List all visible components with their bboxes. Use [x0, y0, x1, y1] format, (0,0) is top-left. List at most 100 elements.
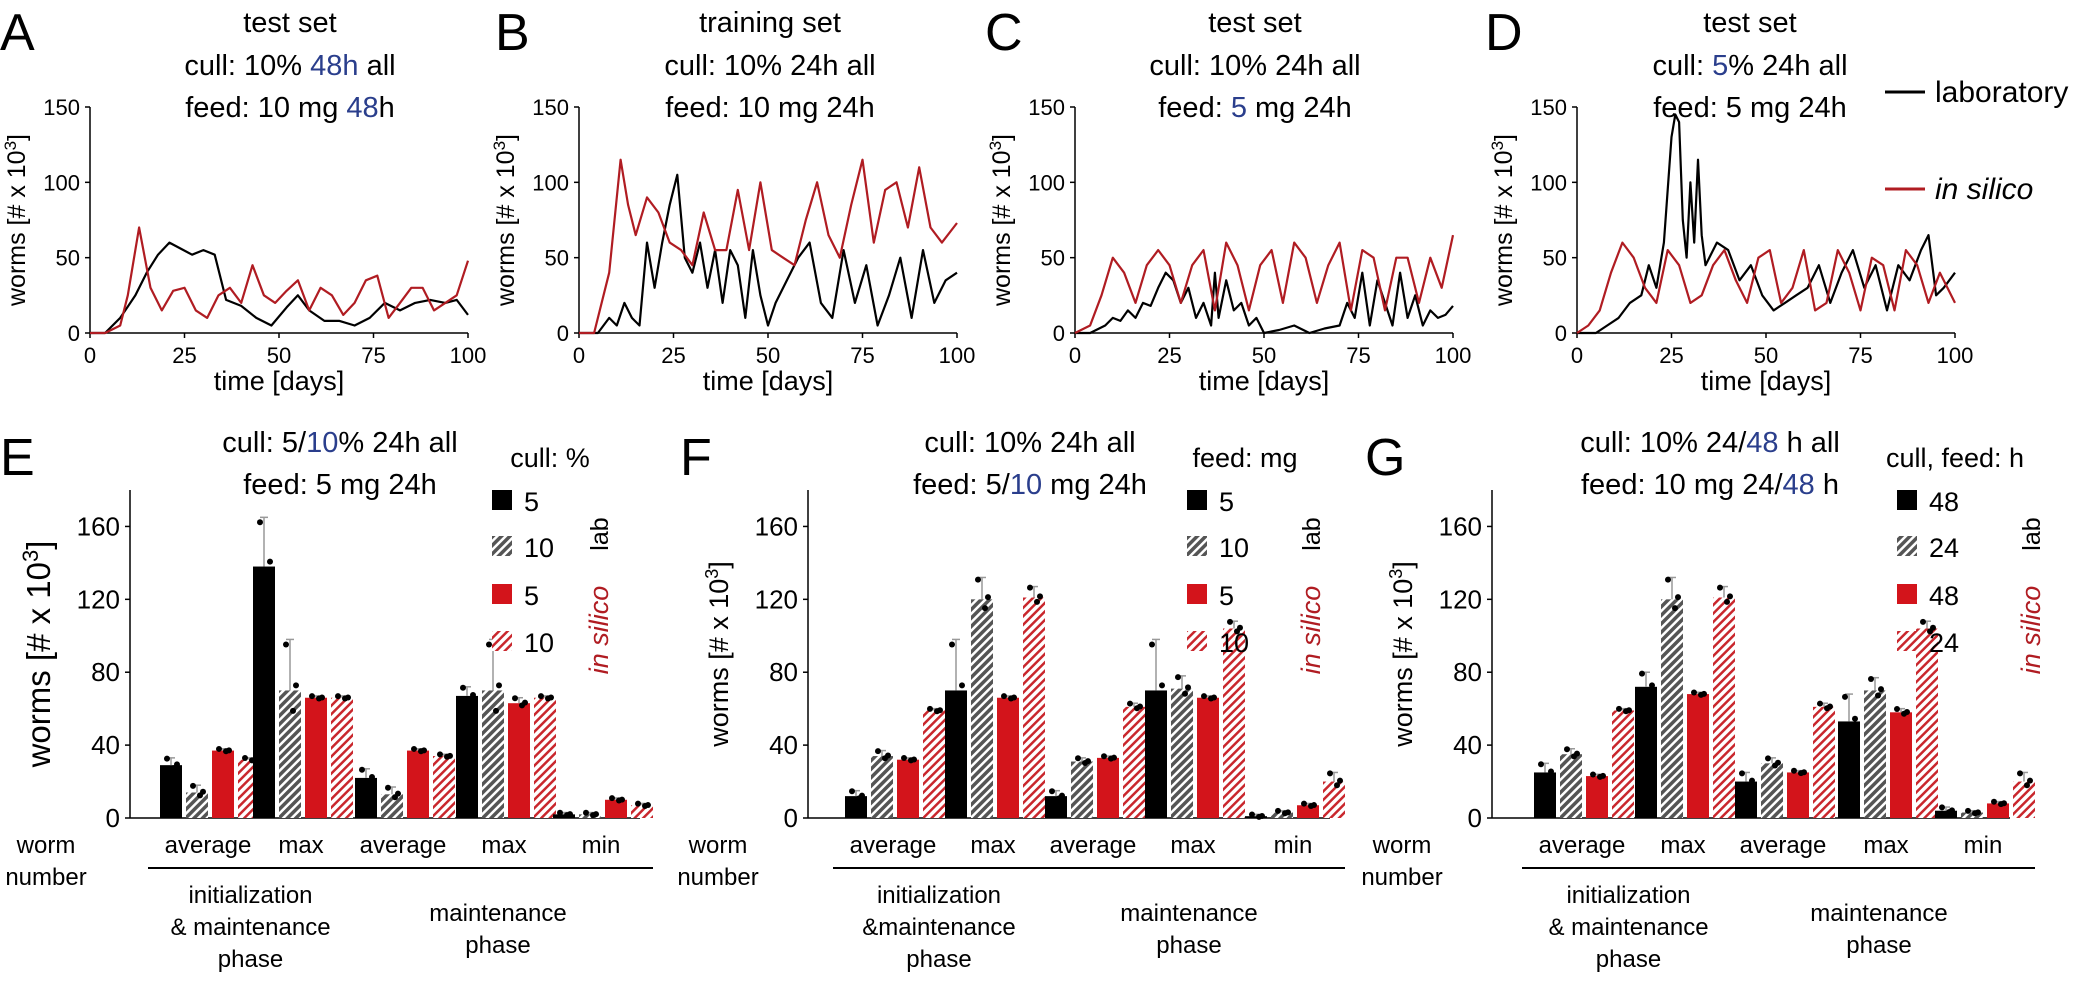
data-point [849, 788, 855, 795]
data-point [1149, 641, 1155, 648]
phase-label: & maintenance [170, 914, 330, 941]
bar [253, 566, 275, 818]
bar [1661, 599, 1683, 818]
data-point [1285, 809, 1291, 816]
bar [1297, 805, 1319, 818]
text-run: worms [# x 10 [20, 562, 57, 768]
lab-tag: lab [586, 517, 614, 550]
y-tick-label: 160 [755, 511, 798, 541]
data-point [1049, 788, 1055, 795]
data-point [1746, 782, 1752, 789]
panel-letter-f: F [680, 429, 712, 487]
data-point [982, 605, 988, 612]
worm-number-label: number [677, 864, 758, 891]
bar [1890, 712, 1912, 818]
data-point [645, 802, 651, 809]
y-tick-label: 50 [545, 246, 569, 271]
text-run: ] [988, 134, 1016, 141]
text-run: feed: 10 mg [185, 92, 346, 124]
text-run: 3 [1386, 569, 1406, 579]
data-point [1001, 693, 1007, 700]
data-point [1849, 729, 1855, 736]
condition-cull: cull: 10% 48h all [184, 50, 395, 82]
x-tick-label: 0 [84, 343, 96, 368]
text-run: % 24h all [338, 427, 457, 459]
text-run: worms [# x 10 [988, 150, 1016, 307]
worm-number-label: number [1361, 864, 1442, 891]
data-point [216, 745, 222, 752]
data-point [1059, 792, 1065, 799]
text-run: 10 [306, 427, 338, 459]
panel-letter-c: C [985, 4, 1023, 62]
panel-letter-b: B [495, 4, 530, 62]
text-run: 48 [1783, 469, 1815, 501]
x-tick-label: 100 [1937, 343, 1974, 368]
bar [1935, 810, 1957, 818]
data-point [567, 811, 573, 818]
x-tick-label: 75 [850, 343, 874, 368]
condition-feed: feed: 10 mg 24h [665, 92, 875, 124]
data-point [1548, 768, 1554, 775]
bar [186, 792, 208, 818]
bar [355, 777, 377, 818]
legend-swatch [1897, 536, 1917, 556]
data-point [359, 766, 365, 773]
bar [923, 710, 945, 818]
bar [1864, 690, 1886, 818]
data-point [583, 809, 589, 816]
data-point [486, 641, 492, 648]
data-point [1904, 708, 1910, 715]
y-axis-label: worms [# x 103] [1, 134, 32, 307]
lab-series-line [579, 173, 958, 335]
data-point [369, 774, 375, 780]
data-point [1975, 809, 1981, 816]
y-tick-label: 0 [784, 803, 798, 833]
legend-label: 10 [524, 533, 554, 563]
data-point [1894, 706, 1900, 713]
legend-swatch [1897, 584, 1917, 604]
category-label: average [1539, 832, 1626, 859]
condition-cull: cull: 10% 24h all [664, 50, 875, 82]
x-axis-label: time [days] [1701, 366, 1832, 396]
data-point [548, 694, 554, 701]
y-tick-label: 150 [43, 95, 80, 120]
data-point [901, 755, 907, 762]
condition-cull: cull: 10% 24h all [1149, 50, 1360, 82]
bar [212, 750, 234, 818]
data-point [2024, 782, 2030, 789]
data-point [975, 576, 981, 583]
data-point [164, 755, 170, 762]
data-point [1616, 705, 1622, 712]
data-point [447, 752, 453, 759]
bar [534, 697, 556, 818]
data-point [1939, 804, 1945, 811]
bar [2013, 781, 2035, 818]
data-point [1311, 802, 1317, 809]
phase-label: initialization [877, 882, 1001, 909]
x-tick-label: 75 [361, 343, 385, 368]
data-point [1875, 692, 1881, 699]
text-run: cull: 10% 24/ [1580, 427, 1747, 459]
sim-series-line [90, 226, 470, 335]
y-tick-label: 40 [1453, 730, 1482, 760]
data-point [385, 784, 391, 791]
data-point [1545, 773, 1551, 780]
text-run: all [359, 50, 396, 82]
data-point [1127, 700, 1133, 707]
data-point [1259, 812, 1265, 819]
text-run: 3 [986, 141, 1005, 150]
x-axis-label: time [days] [703, 366, 834, 396]
panel-subtitle: test set [1208, 7, 1302, 39]
data-point [1639, 670, 1645, 677]
legend-label: 5 [524, 487, 539, 517]
x-tick-label: 100 [1435, 343, 1472, 368]
text-run: feed: 5 mg 24h [243, 469, 436, 501]
bar [508, 703, 530, 818]
bar [305, 697, 327, 818]
x-axis-label: time [days] [214, 366, 345, 396]
legend-label: 5 [1219, 581, 1234, 611]
x-tick-label: 25 [172, 343, 196, 368]
phase-label: phase [1596, 946, 1661, 973]
bar [871, 756, 893, 818]
data-point [1590, 771, 1596, 778]
